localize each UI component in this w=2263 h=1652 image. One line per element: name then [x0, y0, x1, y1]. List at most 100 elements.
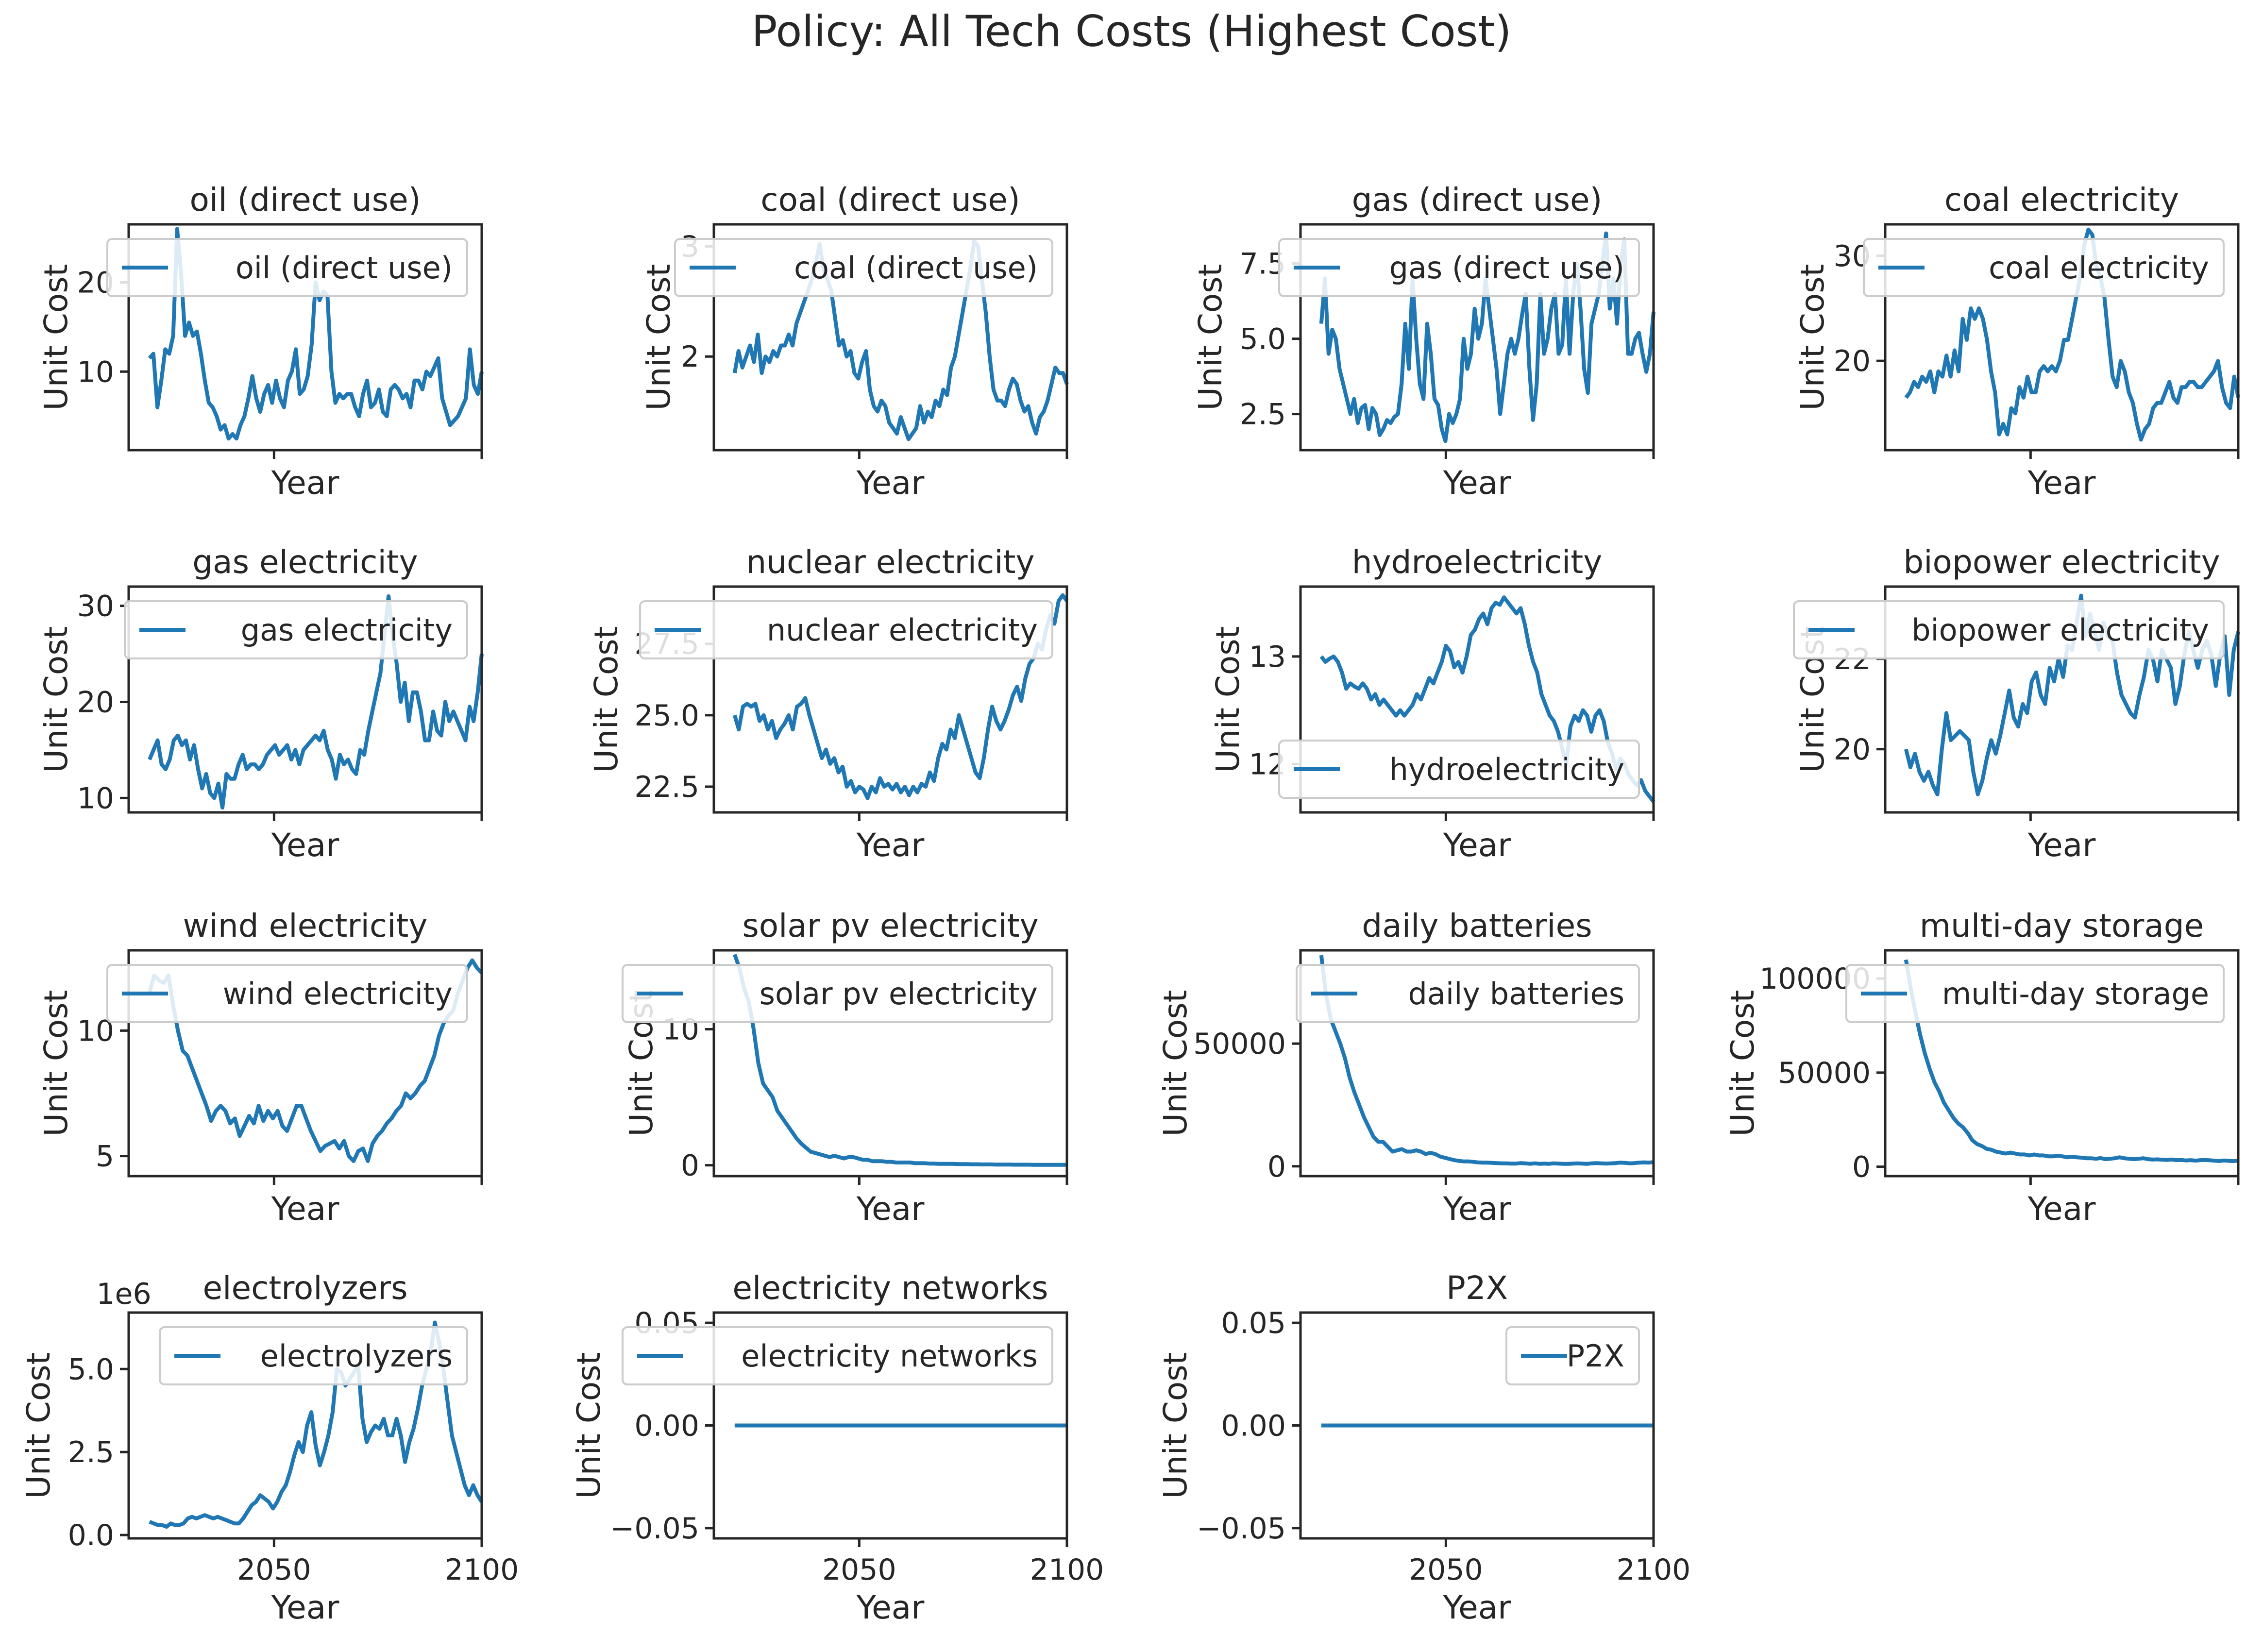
legend-label: gas electricity — [241, 612, 453, 648]
y-axis-label: Unit Cost — [37, 264, 75, 410]
subplot-title: gas (direct use) — [1352, 181, 1603, 219]
legend-label: multi-day storage — [1942, 976, 2209, 1011]
legend-label: coal electricity — [1989, 250, 2209, 286]
y-axis-label: Unit Cost — [37, 626, 75, 773]
series-line-coal-direct-use — [732, 239, 1069, 441]
y-axis-label: Unit Cost — [1209, 626, 1247, 773]
x-tick-label: 2050 — [237, 1553, 311, 1587]
x-axis-label: Year — [1443, 464, 1512, 502]
legend-label: electricity networks — [741, 1338, 1038, 1374]
subplot-title: electricity networks — [732, 1269, 1048, 1307]
subplot-title: nuclear electricity — [746, 543, 1034, 581]
subplot-title: wind electricity — [183, 907, 428, 944]
x-tick-label: 2050 — [1409, 1553, 1483, 1587]
series-line-daily-batteries — [1319, 955, 1654, 1166]
subplot-nuclear-electricity: nuclear electricity22.525.027.5YearUnit … — [588, 543, 1069, 864]
legend: gas (direct use) — [1278, 238, 1640, 297]
series-line-nuclear-electricity — [732, 593, 1069, 800]
legend-box — [159, 1326, 468, 1385]
y-tick-label: 50000 — [1193, 1027, 1286, 1061]
legend: electrolyzers — [159, 1326, 468, 1385]
legend-label: solar pv electricity — [760, 976, 1038, 1011]
legend-box — [1863, 238, 2225, 297]
y-axis-label: Unit Cost — [1794, 264, 1831, 410]
subplot-biopower-electricity: biopower electricity2022YearUnit Costbio… — [1793, 543, 2240, 864]
legend-box — [124, 600, 468, 659]
x-axis-label: Year — [1443, 1589, 1512, 1626]
x-axis-label: Year — [2027, 1190, 2096, 1228]
legend: biopower electricity — [1793, 600, 2225, 659]
y-axis-label: Unit Cost — [640, 264, 677, 410]
x-tick-label: 2050 — [822, 1553, 896, 1587]
subplot-title: oil (direct use) — [189, 181, 421, 219]
legend-box — [1845, 964, 2225, 1023]
subplot-electrolyzers: electrolyzers 0.0 2.5 5.0 2050 2100 Year Unit C… — [20, 1269, 519, 1626]
y-axis-label: Unit Cost — [37, 990, 75, 1136]
x-tick-label: 2100 — [1030, 1553, 1104, 1587]
series-line-gas-electricity — [148, 594, 484, 810]
legend-label: coal (direct use) — [794, 250, 1038, 286]
y-tick-label: 0 — [681, 1149, 699, 1183]
y-tick-label: 5 — [96, 1140, 114, 1174]
legend: daily batteries — [1296, 964, 1640, 1023]
series-line-coal-electricity — [1904, 227, 2240, 442]
legend-box — [1296, 964, 1640, 1023]
legend-label: P2X — [1567, 1338, 1624, 1374]
subplot-title: electrolyzers — [203, 1269, 408, 1307]
subplot-title: daily batteries — [1362, 907, 1592, 944]
axes-frame — [1299, 585, 1655, 814]
y-tick-label: 0 — [1852, 1150, 1871, 1184]
y-tick-label: 10 — [77, 781, 114, 815]
x-axis-label: Year — [1443, 826, 1512, 864]
legend: solar pv electricity — [622, 964, 1053, 1023]
subplot-title: multi-day storage — [1920, 907, 2204, 944]
subplot-title: hydroelectricity — [1352, 543, 1603, 581]
legend-label: gas (direct use) — [1389, 250, 1624, 286]
legend-box — [1278, 740, 1640, 799]
legend-box — [1505, 1326, 1640, 1385]
legend-box — [674, 238, 1053, 297]
axes-frame — [1884, 949, 2240, 1178]
y-tick-label: 20 — [1834, 344, 1871, 378]
legend-box — [1278, 238, 1640, 297]
y-axis-label: Unit Cost — [1157, 1352, 1194, 1499]
y-tick-label: 30 — [77, 590, 114, 624]
y-axis-label: Unit Cost — [570, 1352, 608, 1499]
y-tick-label: 0.00 — [634, 1409, 699, 1443]
x-tick-label: 2100 — [1617, 1553, 1691, 1587]
subplot-title: P2X — [1446, 1269, 1508, 1307]
y-tick-label: 20 — [77, 685, 114, 719]
legend-box — [622, 964, 1053, 1023]
legend: gas electricity — [124, 600, 468, 659]
y-axis-label: Unit Cost — [1192, 264, 1229, 410]
y-tick-label: −0.05 — [610, 1512, 699, 1546]
axes-frame — [1884, 585, 2240, 814]
y-tick-label: 0.00 — [1221, 1409, 1286, 1443]
y-tick-label: 0.0 — [68, 1518, 114, 1552]
axes-frame — [1299, 949, 1655, 1178]
figure-title: Policy: All Tech Costs (Highest Cost) — [751, 6, 1512, 56]
subplot-gas-electricity: gas electricity 10 20 30 Year Unit Cost gas el… — [37, 543, 484, 864]
y-tick-label: 5.0 — [1240, 322, 1286, 356]
x-axis-label: Year — [2027, 826, 2096, 864]
y-axis-label: Unit Cost — [1724, 990, 1761, 1136]
axes-frame — [127, 223, 483, 452]
legend-label: daily batteries — [1408, 976, 1624, 1011]
x-axis-label: Year — [2027, 464, 2096, 502]
x-tick-label: 2100 — [445, 1553, 519, 1587]
subplot-title: solar pv electricity — [742, 907, 1038, 944]
x-axis-label: Year — [271, 1589, 340, 1626]
legend: wind electricity — [106, 964, 468, 1023]
legend: multi-day storage — [1845, 964, 2225, 1023]
legend: nuclear electricity — [639, 600, 1053, 659]
legend: oil (direct use) — [106, 238, 468, 297]
y-tick-label: 0 — [1267, 1150, 1286, 1184]
axes-frame — [712, 949, 1068, 1178]
